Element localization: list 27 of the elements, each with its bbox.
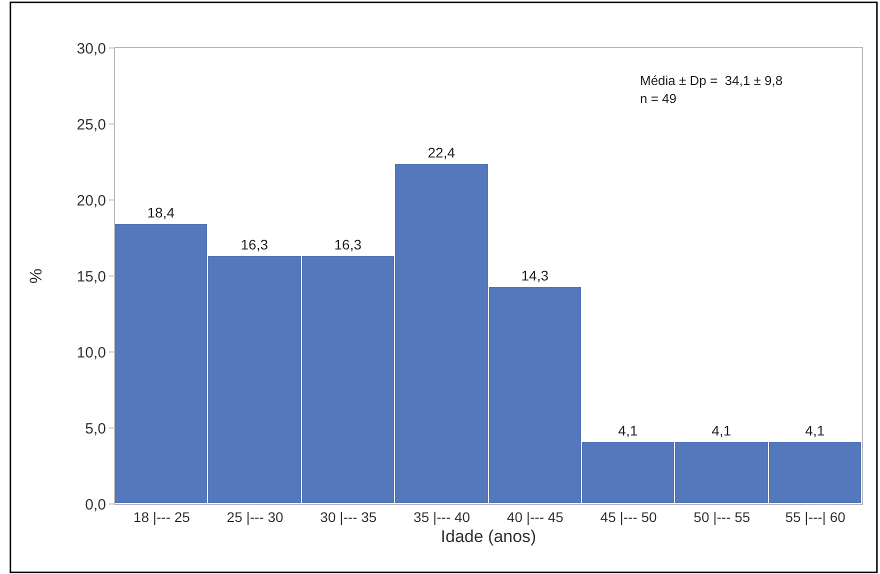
x-tick-label: 30 |--- 35 [320, 508, 377, 525]
y-tick-label: 15,0 [76, 268, 106, 286]
y-tick-label: 5,0 [85, 420, 106, 438]
x-tick-label: 45 |--- 50 [600, 508, 658, 525]
y-axis-title: % [26, 268, 46, 284]
y-tick-label: 10,0 [76, 344, 106, 362]
y-tick-label: 0,0 [85, 496, 106, 514]
x-tick-label: 35 |--- 40 [414, 508, 470, 525]
data-label: 14,3 [521, 268, 549, 284]
data-label: 16,3 [240, 236, 268, 252]
data-label: 4,1 [618, 422, 638, 438]
y-tick-label: 20,0 [76, 192, 106, 210]
x-tick-label: 18 |--- 25 [133, 508, 190, 525]
x-tick-label: 25 |--- 30 [226, 508, 284, 525]
data-label: 4,1 [805, 422, 825, 438]
data-label: 16,3 [334, 236, 362, 252]
x-axis-title: Idade (anos) [440, 527, 536, 546]
y-tick-label: 25,0 [76, 116, 106, 134]
x-tick-label: 50 |--- 55 [694, 508, 750, 525]
annotation: Média ± Dp = 34,1 ± 9,8 [640, 73, 783, 88]
data-label: 18,4 [147, 204, 175, 220]
y-tick-label: 30,0 [76, 40, 106, 58]
annotation: n = 49 [640, 91, 677, 106]
x-tick-label: 40 |--- 45 [506, 508, 564, 525]
data-label: 22,4 [428, 144, 456, 160]
x-tick-label: 55 |---| 60 [785, 508, 846, 525]
data-label: 4,1 [712, 422, 732, 438]
